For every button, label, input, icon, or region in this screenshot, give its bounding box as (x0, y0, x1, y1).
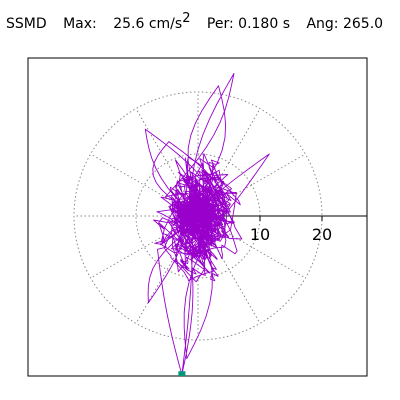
period-label: Per: (206, 16, 234, 32)
end-marker (178, 371, 186, 376)
plot-header: SSMD Max: 25.6 cm/s2 Per: 0.180 s Ang: 2… (6, 11, 384, 32)
angle-value: 265.0 (342, 16, 384, 32)
max-unit-exponent: 2 (182, 11, 191, 26)
max-label: Max: (63, 16, 97, 32)
plot-frame (27, 57, 368, 377)
particle-motion-trace (144, 72, 270, 376)
station-code: SSMD (6, 16, 47, 32)
max-value: 25.6 cm/s (113, 16, 183, 32)
ring-label-10: 10 (250, 225, 270, 244)
ring-label-20: 20 (312, 225, 332, 244)
angle-label: Ang: (306, 16, 339, 32)
period-value: 0.180 s (238, 16, 290, 32)
